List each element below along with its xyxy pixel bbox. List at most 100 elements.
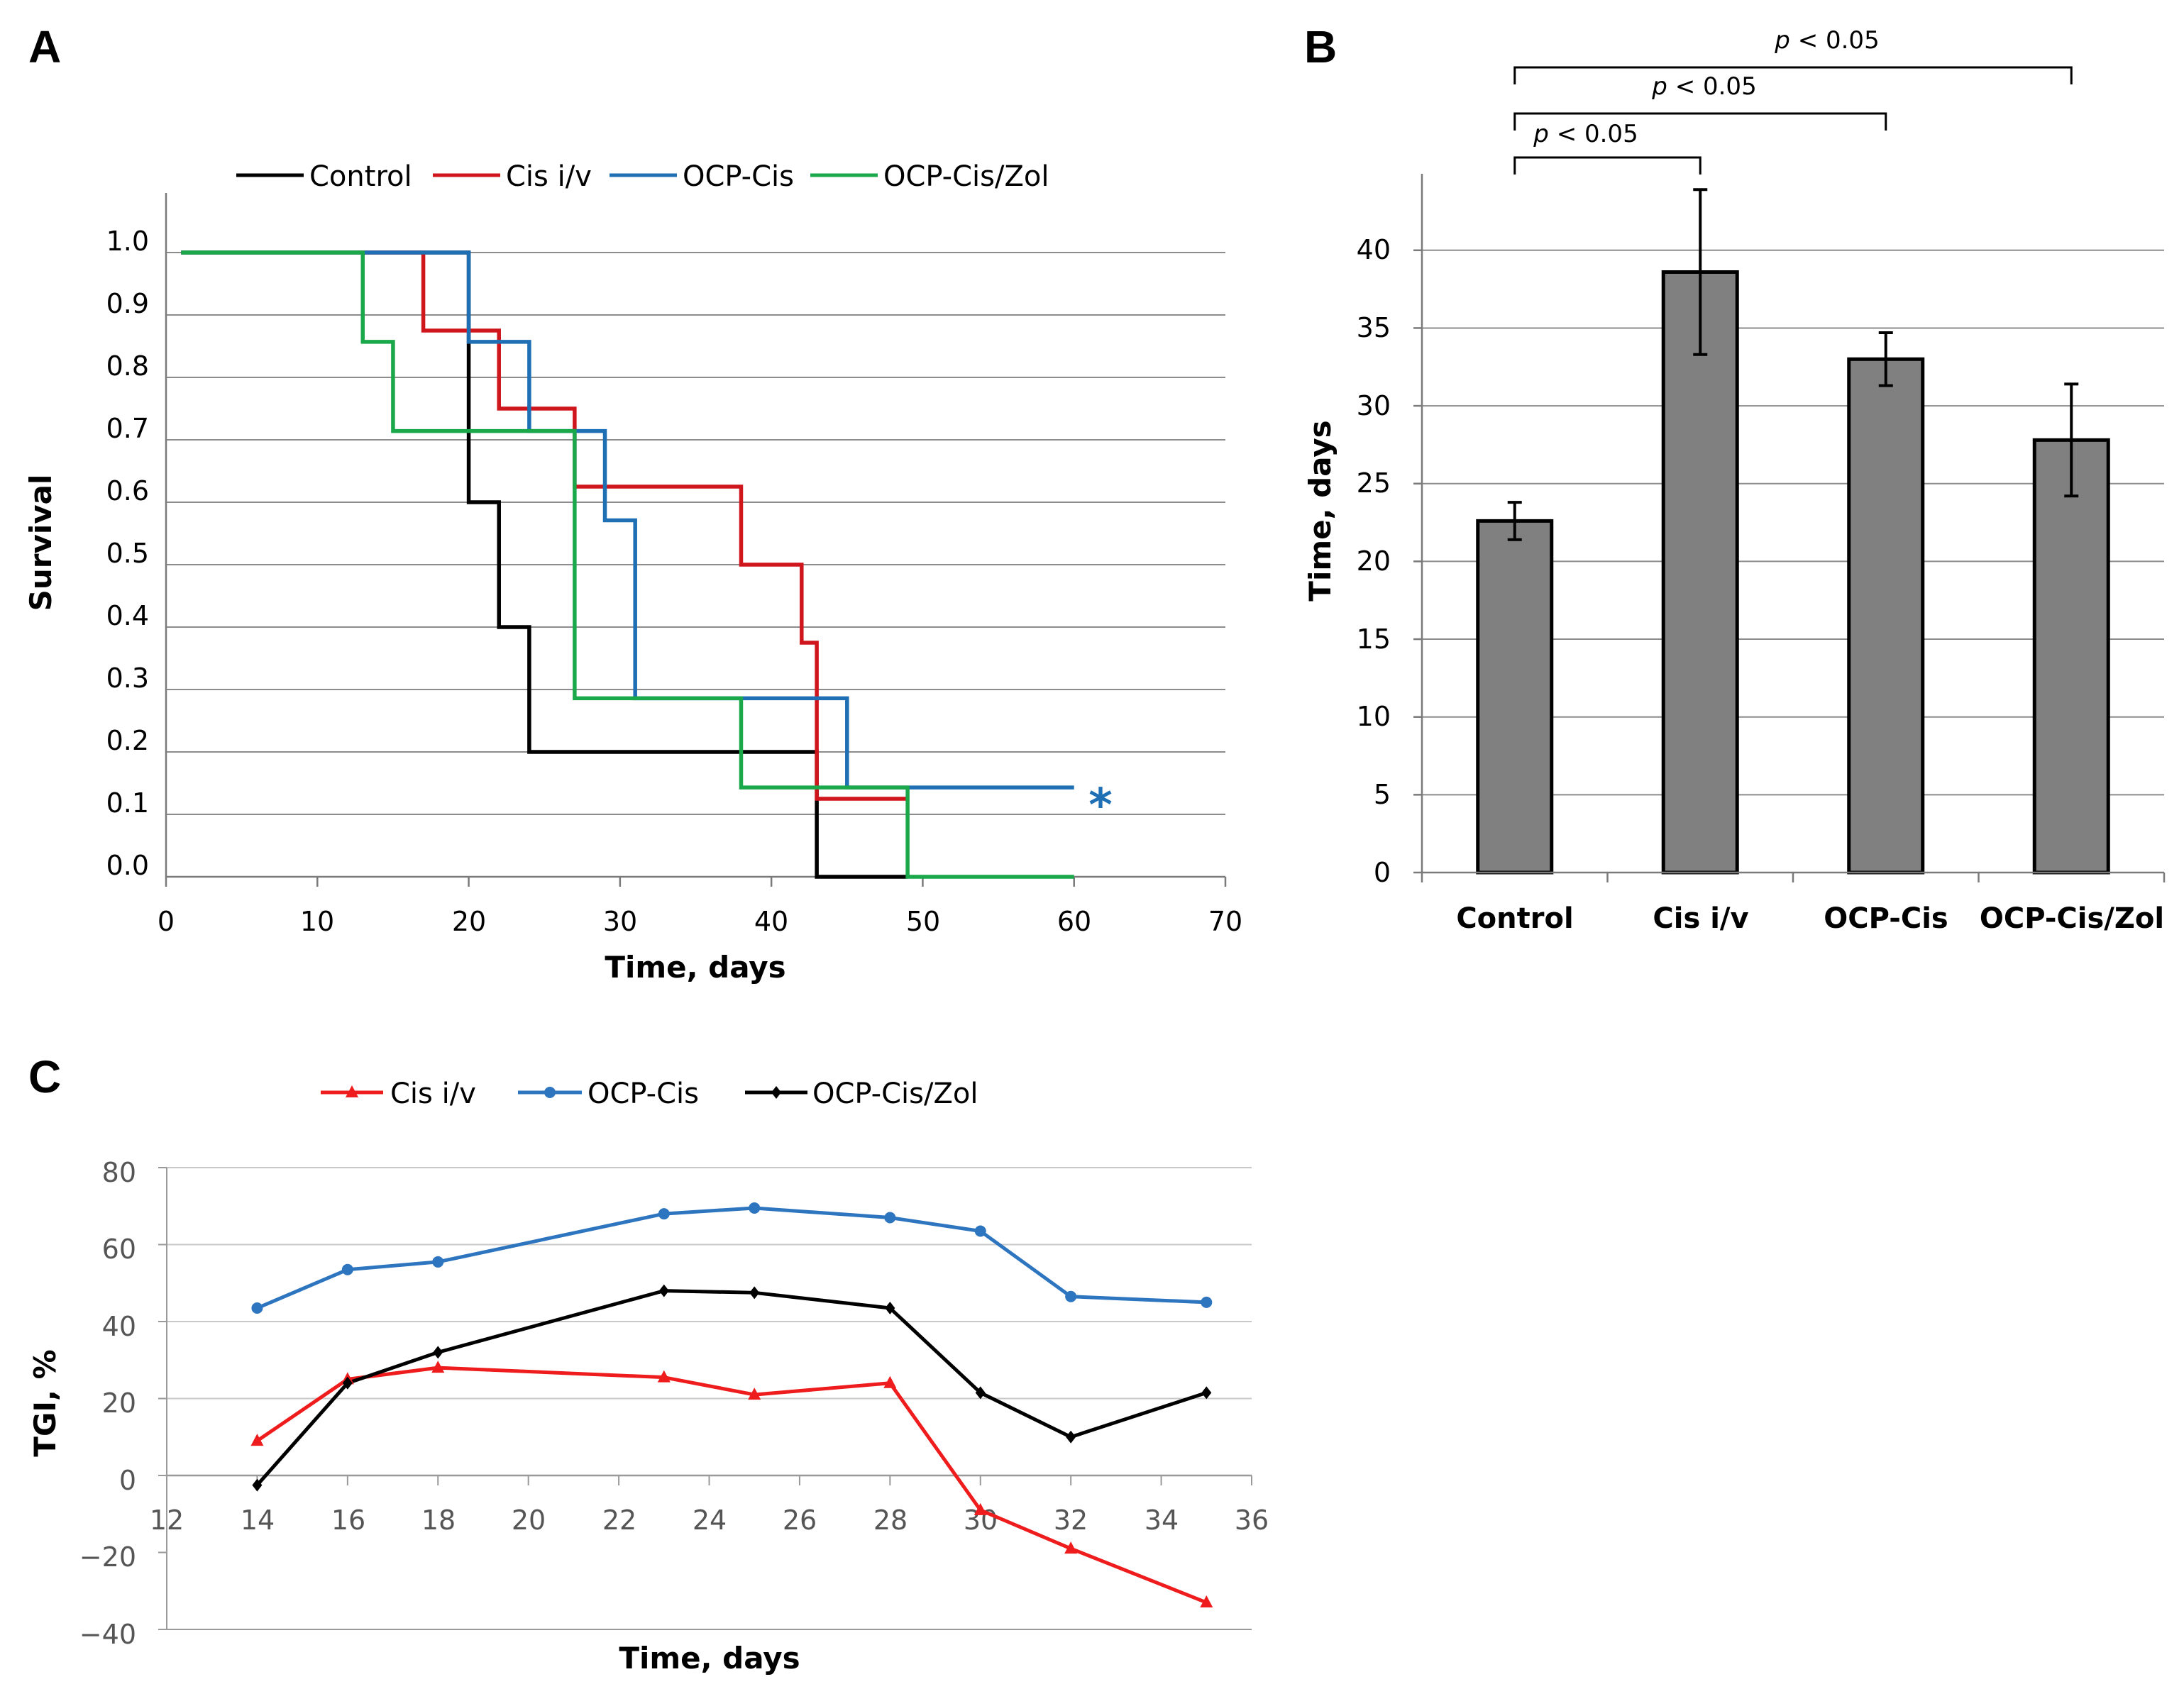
panel-c-legend: Cis i/v OCP-Cis OCP-Cis/Zol <box>321 1078 978 1110</box>
panel-a-series <box>181 250 1074 879</box>
bracket-control-vs-ocp-cis: p < 0.05 <box>1513 72 1887 131</box>
data-point-ocp-cis-zol <box>975 1386 986 1400</box>
a-xtick-label: 40 <box>754 906 788 937</box>
legend-label-ocp-cis-zol: OCP-Cis/Zol <box>812 1078 978 1110</box>
a-x-axis-label: Time, days <box>605 950 785 985</box>
data-point-ocp-cis <box>251 1302 263 1314</box>
data-point-cis <box>250 1434 264 1446</box>
data-point-ocp-cis-zol <box>1066 1430 1076 1444</box>
a-ytick-label: 0.4 <box>106 600 149 631</box>
data-point-cis <box>883 1375 897 1388</box>
panel-b-bars <box>1476 188 2110 875</box>
panel-c-series <box>250 1202 1213 1608</box>
p-value-label: p < 0.05 <box>1651 72 1756 101</box>
bracket-line <box>1513 156 1702 175</box>
data-point-ocp-cis <box>1065 1290 1077 1302</box>
b-category-label: OCP-Cis/Zol <box>1980 902 2164 935</box>
panel-a-legend: Control Cis i/v OCP-Cis OCP-Cis/Zol <box>236 160 1049 193</box>
c-xtick-label: 26 <box>783 1505 817 1536</box>
data-point-ocp-cis-zol <box>433 1346 443 1359</box>
panel-c-x-ticks: 12 14 16 18 20 22 24 26 28 30 32 34 36 <box>150 1505 1269 1536</box>
c-xtick-label: 34 <box>1145 1505 1179 1536</box>
c-xtick-label: 32 <box>1054 1505 1088 1536</box>
b-category-label: Control <box>1456 902 1573 935</box>
data-point-ocp-cis <box>974 1225 986 1237</box>
panel-a-axes <box>165 193 1227 887</box>
data-point-ocp-cis <box>749 1202 761 1214</box>
b-ytick-label: 10 <box>1357 701 1391 732</box>
c-ytick-label: 60 <box>102 1234 136 1265</box>
data-point-ocp-cis <box>432 1256 444 1268</box>
c-ytick-label: 40 <box>102 1311 136 1342</box>
data-point-cis <box>974 1502 987 1515</box>
bar <box>1661 270 1739 875</box>
legend-label-cis: Cis i/v <box>506 160 592 193</box>
legend-item-ocp-cis: OCP-Cis <box>518 1078 699 1110</box>
c-ytick-label: −40 <box>79 1619 136 1650</box>
data-point-ocp-cis-zol <box>658 1284 669 1297</box>
c-xtick-label: 28 <box>873 1505 908 1536</box>
data-point-ocp-cis-zol <box>885 1302 895 1315</box>
a-ytick-label: 0.7 <box>106 413 149 444</box>
panel-a-y-ticks: 0.0 0.1 0.2 0.3 0.4 0.5 0.6 0.7 0.8 0.9 … <box>106 226 149 881</box>
c-y-axis-label: TGI, % <box>28 1349 62 1456</box>
b-ytick-label: 0 <box>1374 857 1391 888</box>
legend-label-ocp-cis-zol: OCP-Cis/Zol <box>883 160 1049 193</box>
data-point-ocp-cis-zol <box>1201 1386 1212 1400</box>
data-point-ocp-cis <box>341 1263 353 1275</box>
a-xtick-label: 30 <box>603 906 637 937</box>
b-category-label: OCP-Cis <box>1824 902 1948 935</box>
panel-c-y-ticks: −40 −20 0 20 40 60 80 <box>79 1157 136 1650</box>
c-ytick-label: −20 <box>79 1541 136 1573</box>
legend-marker-ocp-cis-zol <box>771 1086 781 1099</box>
panel-a-label: A <box>28 21 61 72</box>
a-ytick-label: 0.6 <box>106 475 149 506</box>
data-point-cis <box>1064 1541 1078 1554</box>
a-xtick-label: 10 <box>300 906 334 937</box>
panel-b-label: B <box>1304 21 1337 72</box>
tgi-line-cis <box>256 1366 1208 1605</box>
data-point-cis <box>431 1361 445 1373</box>
a-ytick-label: 0.9 <box>106 288 149 319</box>
panel-c-label: C <box>28 1051 61 1102</box>
panel-b-axes <box>1413 174 2166 882</box>
c-xtick-label: 16 <box>331 1505 365 1536</box>
b-category-label: Cis i/v <box>1653 902 1748 935</box>
legend-marker-cis <box>346 1085 358 1097</box>
panel-a-x-ticks: 0 10 20 30 40 50 60 70 <box>158 906 1242 937</box>
c-xtick-label: 36 <box>1235 1505 1269 1536</box>
c-ytick-label: 80 <box>102 1157 136 1188</box>
data-point-ocp-cis <box>1201 1296 1213 1308</box>
survival-curve-ocp-cis <box>181 250 1074 790</box>
b-ytick-label: 5 <box>1374 779 1391 810</box>
c-ytick-label: 20 <box>102 1388 136 1419</box>
c-xtick-label: 12 <box>150 1505 184 1536</box>
survival-curve-cis <box>181 250 908 801</box>
c-x-axis-label: Time, days <box>619 1641 800 1676</box>
b-ytick-label: 35 <box>1357 312 1391 343</box>
bracket-control-vs-ocp-cis-zol: p < 0.05 <box>1513 26 2073 84</box>
panel-a-grid <box>166 252 1225 815</box>
a-xtick-label: 50 <box>906 906 940 937</box>
a-xtick-label: 20 <box>452 906 486 937</box>
legend-label-control: Control <box>309 160 412 193</box>
bracket-line <box>1513 112 1887 131</box>
data-point-cis <box>748 1388 761 1400</box>
bar <box>2032 438 2110 875</box>
data-point-cis <box>1200 1595 1213 1608</box>
b-y-axis-label: Time, days <box>1303 420 1338 601</box>
data-point-ocp-cis-zol <box>342 1376 353 1390</box>
a-ytick-label: 0.0 <box>106 850 149 881</box>
p-value-label: p < 0.05 <box>1774 26 1879 55</box>
a-xtick-label: 0 <box>158 906 175 937</box>
b-ytick-label: 40 <box>1357 234 1391 265</box>
legend-label-ocp-cis: OCP-Cis <box>683 160 794 193</box>
p-value-label: p < 0.05 <box>1533 120 1638 148</box>
a-y-axis-label: Survival <box>23 475 58 611</box>
panel-b-bar-chart: B 0 5 10 15 20 25 30 35 40 Control Cis i… <box>1303 21 2166 935</box>
data-point-cis <box>657 1370 671 1383</box>
panel-c-axes <box>158 1167 1252 1630</box>
data-point-ocp-cis-zol <box>252 1478 263 1492</box>
bar <box>1476 519 1554 875</box>
